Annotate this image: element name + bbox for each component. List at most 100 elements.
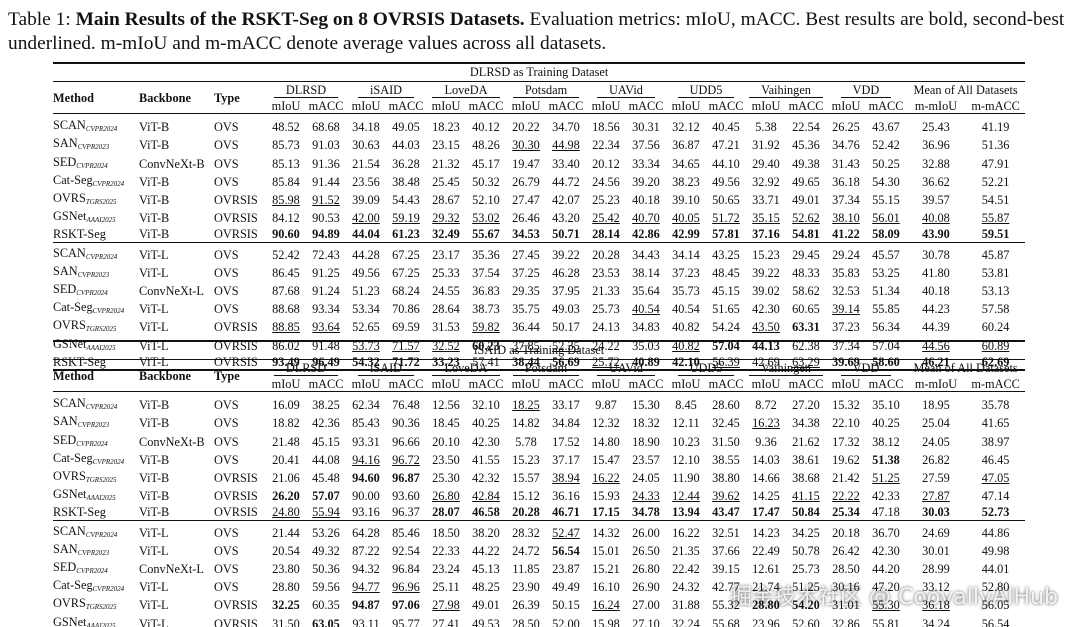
method-name: SED — [53, 432, 77, 447]
method-cell: SEDCVPR2024 — [53, 155, 139, 173]
metric-value: 18.25 — [512, 398, 540, 413]
metric-value: 15.23 — [752, 247, 780, 262]
result-row: Cat-SegCVPR2024 ViT-L OVS 88.68 93.34 53.34 70… — [53, 300, 1025, 318]
metric-value: 32.25 — [272, 598, 300, 613]
mean-value: 40.18 — [922, 284, 950, 299]
metric-value: 24.05 — [632, 471, 660, 486]
metric-value: 42.77 — [712, 580, 740, 595]
header-row: Method Backbone Type DLRSD iSAID LoveDA Potsda… — [53, 359, 1025, 393]
dataset-header: UDD5 — [666, 82, 746, 100]
result-row: OVRSTGRS2025 ViT-L OVRSIS 32.25 60.35 94.87 97… — [53, 596, 1025, 614]
metric-value: 28.14 — [592, 227, 620, 242]
method-name: GSNet — [53, 614, 87, 627]
metric-value: 37.54 — [472, 265, 500, 280]
method-cell: SCANCVPR2024 — [53, 118, 139, 136]
metric-value: 54.43 — [392, 193, 420, 208]
mean-value: 36.18 — [922, 598, 950, 613]
mean-value: 49.98 — [981, 543, 1010, 558]
metric-value: 35.10 — [872, 398, 900, 413]
metric-value: 87.68 — [272, 284, 300, 299]
metric-value: 56.34 — [872, 320, 900, 335]
backbone-cell: ViT-B — [139, 452, 170, 467]
method-cell: SEDCVPR2024 — [53, 282, 139, 300]
metric-value: 34.14 — [672, 247, 700, 262]
method-name: Cat-Seg — [53, 300, 93, 315]
method-name: OVRS — [53, 596, 86, 611]
dataset-name: iSAID — [357, 361, 415, 377]
method-cell: SANCVPR2023 — [53, 414, 139, 432]
mean-value: 54.51 — [981, 193, 1010, 208]
method-venue: AAAI2025 — [86, 494, 116, 503]
metric-value: 55.94 — [312, 505, 340, 520]
result-row: OVRSTGRS2025 ViT-B OVRSIS 21.06 45.48 94.60 96… — [53, 469, 1025, 487]
backbone-cell: ViT-B — [139, 471, 170, 486]
metric-row: mIoU mACC mIoU mACC mIoU mACC mIoU mACC mIoU mACC… — [53, 377, 1026, 393]
metric-value: 21.44 — [272, 525, 300, 540]
metric-value: 18.50 — [432, 525, 460, 540]
metric-value: 38.12 — [872, 434, 900, 449]
metric-value: 86.45 — [272, 265, 300, 280]
metric-value: 38.61 — [792, 452, 820, 467]
metric-value: 48.25 — [472, 580, 500, 595]
type-cell: OVS — [214, 284, 239, 299]
dataset-name: VDD — [840, 361, 892, 377]
backbone-cell: ViT-B — [139, 505, 170, 520]
metric-value: 51.25 — [872, 471, 900, 486]
metric-header: mIoU — [506, 99, 546, 115]
metric-value: 44.72 — [552, 174, 580, 189]
metric-value: 15.98 — [592, 616, 620, 627]
backbone-cell: ViT-B — [139, 193, 170, 208]
method-name: GSNet — [53, 209, 87, 224]
metric-value: 26.00 — [632, 525, 660, 540]
dataset-header: LoveDA — [426, 360, 506, 378]
metric-value: 20.18 — [832, 525, 860, 540]
metric-value: 20.28 — [512, 505, 540, 520]
metric-value: 44.98 — [552, 138, 580, 153]
mean-value: 25.04 — [922, 416, 950, 431]
metric-value: 62.34 — [352, 398, 380, 413]
metric-value: 27.45 — [512, 247, 540, 262]
metric-value: 5.38 — [755, 120, 777, 135]
metric-value: 36.87 — [672, 138, 700, 153]
metric-value: 28.80 — [272, 580, 300, 595]
metric-value: 55.15 — [872, 193, 900, 208]
metric-value: 50.71 — [552, 227, 580, 242]
metric-value: 37.25 — [512, 265, 540, 280]
method-name: SAN — [53, 136, 78, 151]
mean-value: 30.01 — [922, 543, 950, 558]
type-cell: OVRSIS — [214, 211, 258, 226]
section-title: DLRSD as Training Dataset — [53, 62, 1026, 82]
dataset-name: LoveDA — [432, 83, 500, 99]
type-cell: OVS — [214, 562, 239, 577]
dataset-name: Potsdam — [512, 83, 580, 99]
metric-value: 34.83 — [632, 320, 660, 335]
metric-value: 45.15 — [712, 284, 740, 299]
metric-header: mACC — [466, 377, 506, 393]
metric-value: 64.28 — [352, 525, 380, 540]
metric-value: 17.32 — [832, 434, 860, 449]
metric-value: 59.56 — [312, 580, 340, 595]
metric-value: 39.22 — [552, 247, 580, 262]
mean-value: 56.05 — [981, 598, 1010, 613]
metric-value: 50.36 — [312, 562, 340, 577]
type-cell: OVS — [214, 265, 239, 280]
metric-value: 43.25 — [712, 247, 740, 262]
method-cell: OVRSTGRS2025 — [53, 191, 139, 209]
metric-value: 35.75 — [512, 302, 540, 317]
mean-value: 45.87 — [981, 247, 1010, 262]
metric-header: mIoU — [666, 99, 706, 115]
method-name: SAN — [53, 541, 78, 556]
method-venue: TGRS2025 — [85, 325, 117, 334]
mean-value: 35.78 — [981, 398, 1010, 413]
metric-value: 90.60 — [272, 227, 300, 242]
backbone-cell: ViT-L — [139, 247, 169, 262]
backbone-cell: ViT-L — [139, 302, 169, 317]
metric-value: 27.20 — [792, 398, 820, 413]
metric-value: 93.11 — [352, 616, 380, 627]
metric-value: 38.68 — [792, 471, 820, 486]
metric-value: 20.22 — [512, 120, 540, 135]
method-name: Cat-Seg — [53, 172, 93, 187]
method-name: SED — [53, 282, 77, 297]
metric-value: 40.25 — [872, 416, 900, 431]
metric-value: 28.07 — [432, 505, 460, 520]
